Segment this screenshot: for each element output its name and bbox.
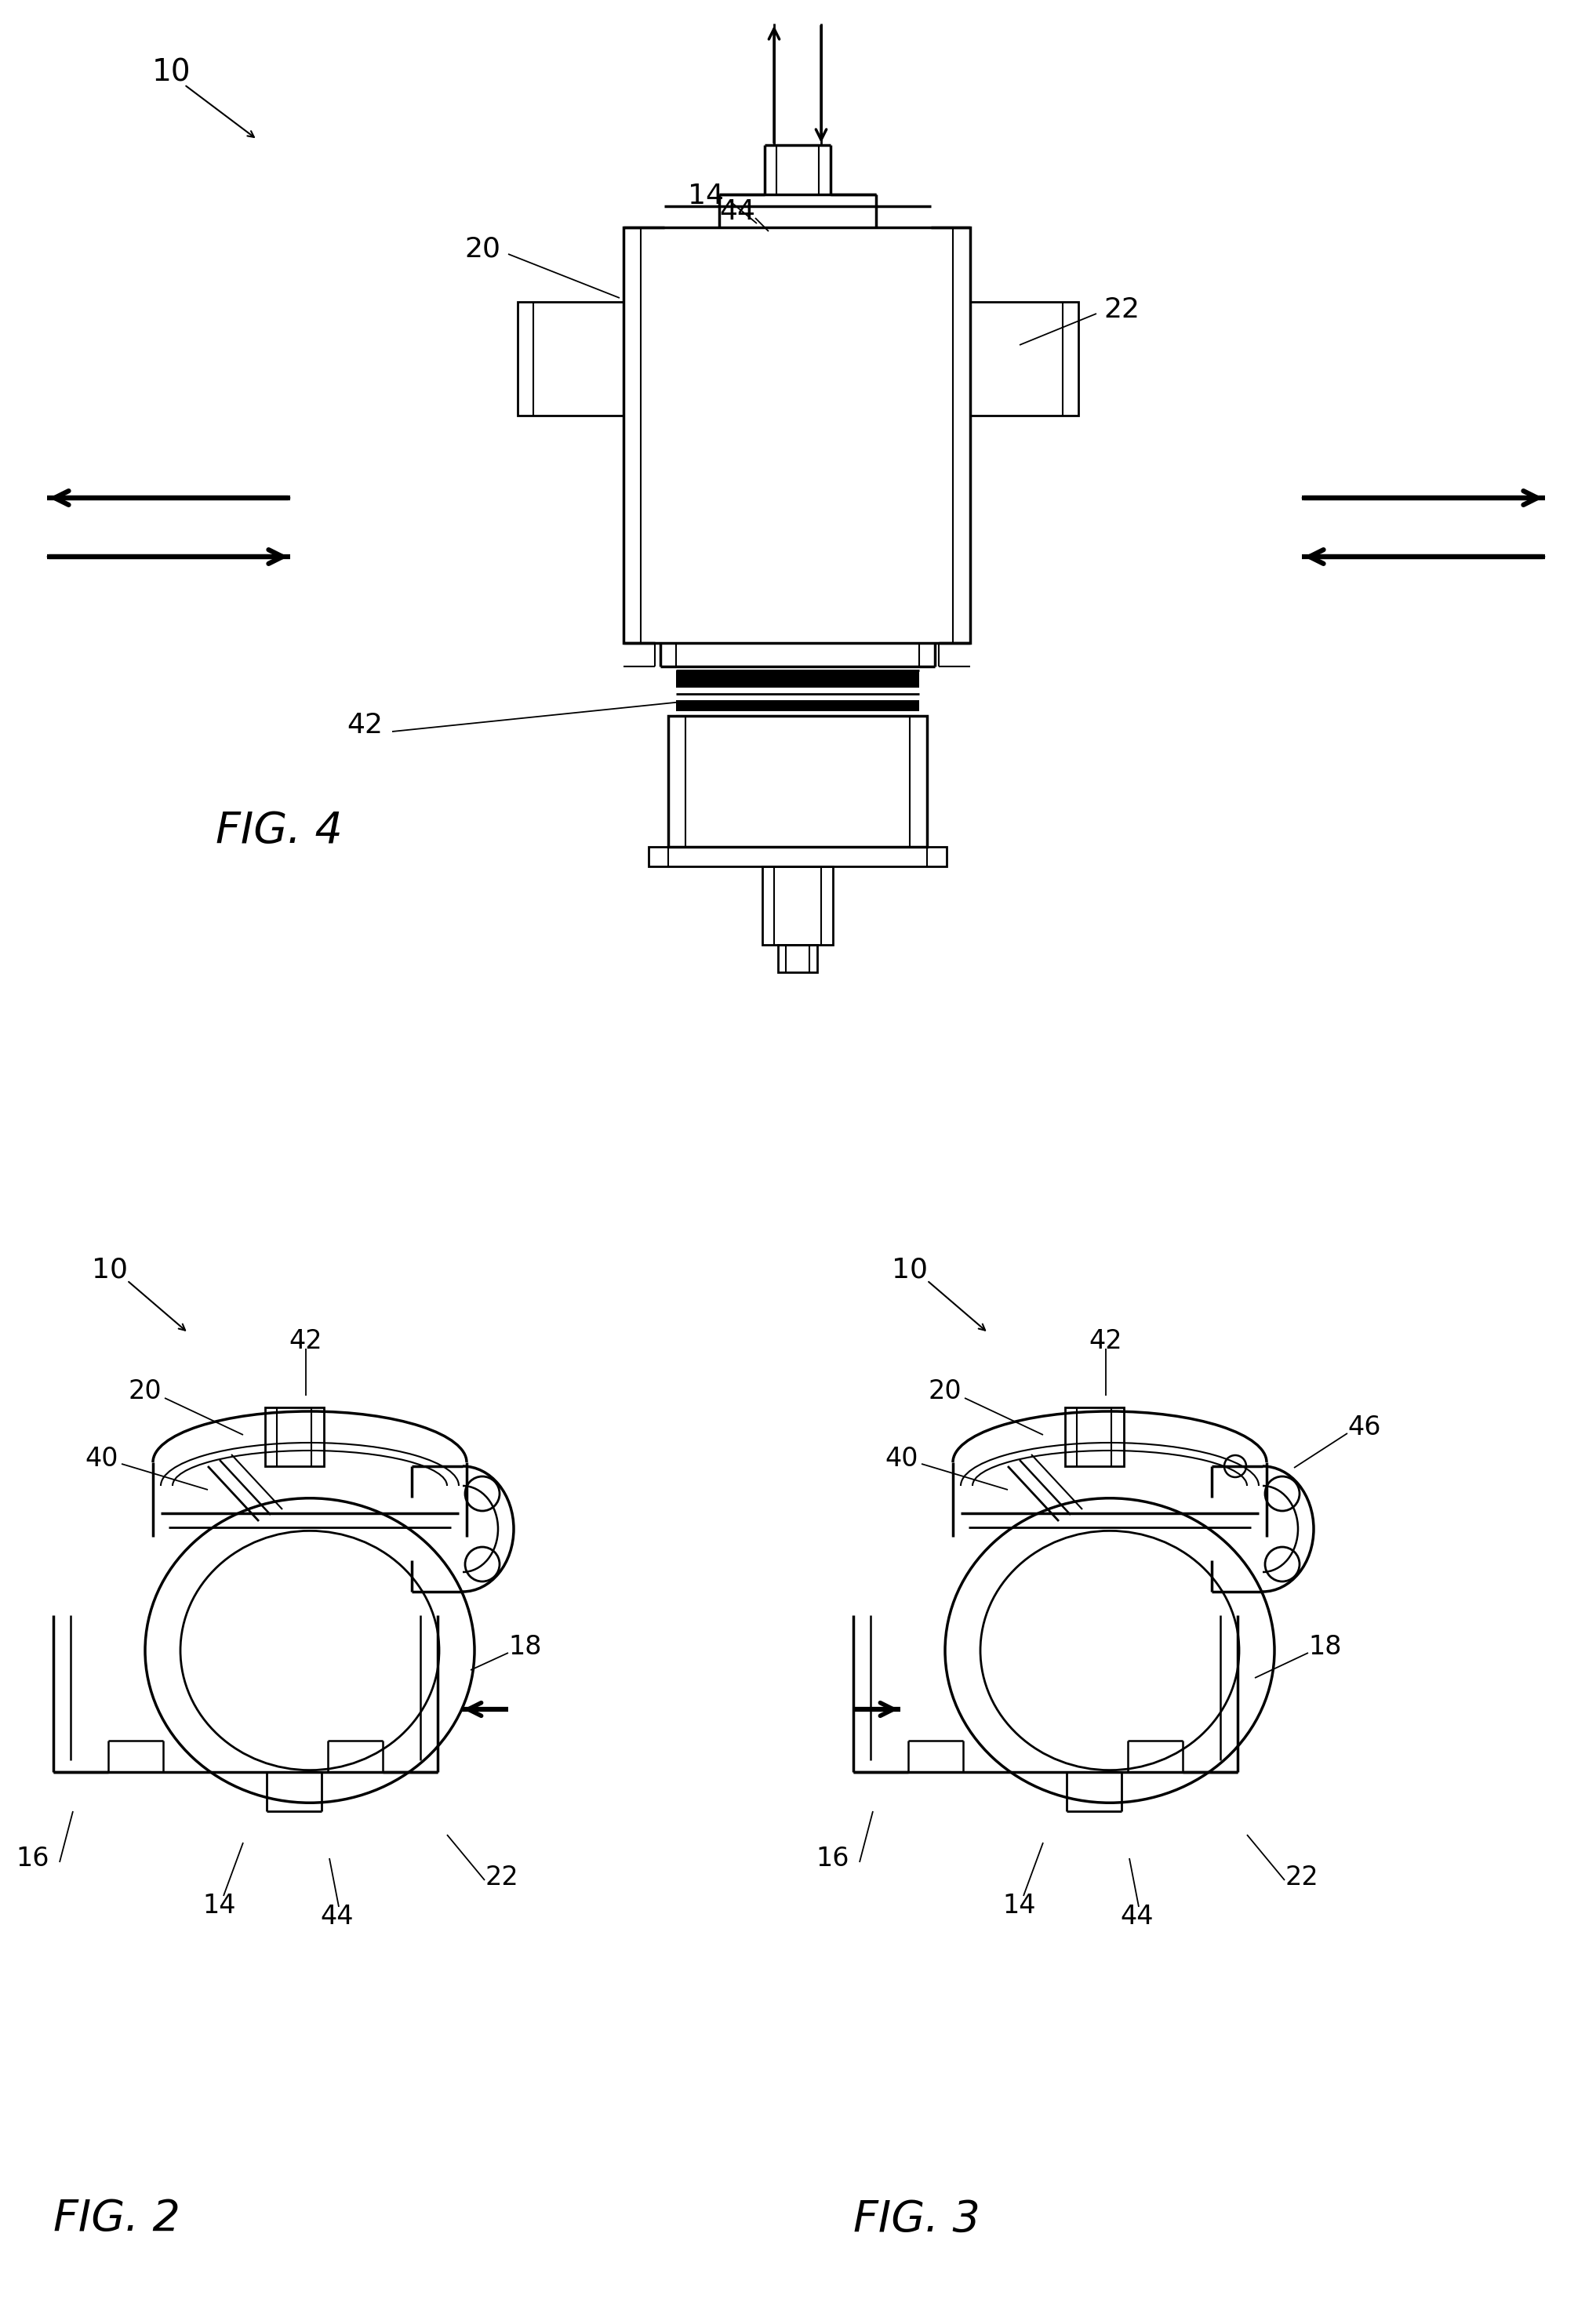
Text: FIG. 2: FIG. 2 [53, 2199, 180, 2240]
Bar [677, 700, 919, 711]
Text: 10: 10 [152, 58, 190, 86]
Text: 14: 14 [688, 184, 725, 209]
Text: 14: 14 [203, 1892, 236, 1917]
Text: 44: 44 [720, 198, 755, 225]
Bar [970, 302, 1079, 416]
Text: FIG. 4: FIG. 4 [215, 811, 343, 853]
Text: FIG. 3: FIG. 3 [854, 2199, 980, 2240]
Text: 44: 44 [321, 1903, 354, 1929]
Text: 16: 16 [16, 1845, 49, 1871]
Text: 20: 20 [128, 1378, 161, 1404]
Text: 46: 46 [1349, 1413, 1381, 1441]
Text: 18: 18 [509, 1634, 543, 1659]
Bar [763, 867, 833, 946]
Text: 10: 10 [892, 1257, 927, 1283]
Text: 42: 42 [289, 1327, 322, 1353]
Text: 42: 42 [1088, 1327, 1122, 1353]
Text: 10: 10 [91, 1257, 128, 1283]
Bar [669, 716, 927, 846]
Text: 42: 42 [346, 711, 383, 739]
Bar [624, 228, 970, 644]
Bar [777, 946, 817, 971]
Text: 18: 18 [1309, 1634, 1342, 1659]
Bar [648, 846, 946, 867]
Text: 20: 20 [929, 1378, 962, 1404]
Bar [517, 302, 624, 416]
Text: 40: 40 [886, 1446, 919, 1471]
Bar [1065, 1408, 1124, 1466]
Text: 16: 16 [816, 1845, 849, 1871]
Bar [677, 669, 919, 688]
Text: 22: 22 [1103, 297, 1140, 323]
Text: 20: 20 [464, 237, 501, 263]
Text: 22: 22 [485, 1864, 519, 1892]
Bar [265, 1408, 324, 1466]
Text: 40: 40 [85, 1446, 118, 1471]
Text: 22: 22 [1285, 1864, 1318, 1892]
Text: 14: 14 [1002, 1892, 1036, 1917]
Text: 44: 44 [1120, 1903, 1154, 1929]
